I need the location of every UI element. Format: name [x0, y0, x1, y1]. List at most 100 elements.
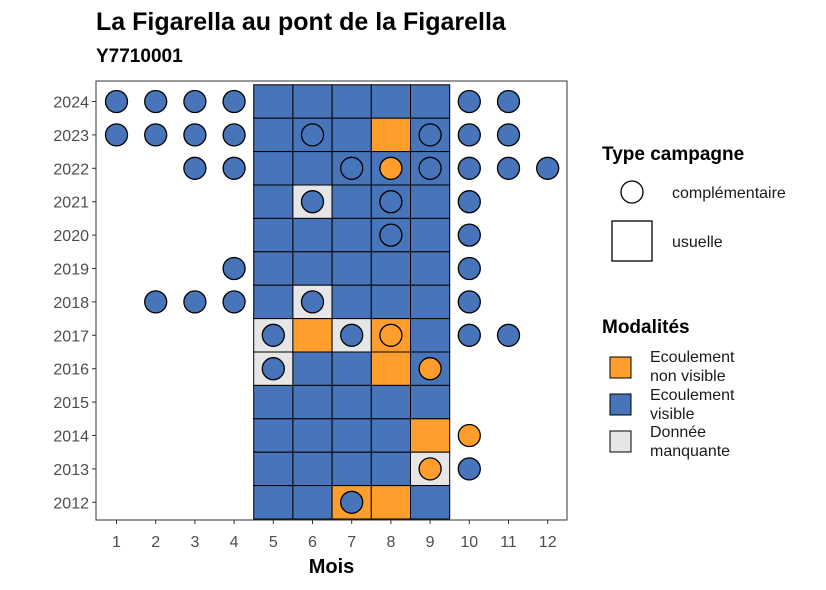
y-tick-label-2015: 2015 [53, 395, 89, 412]
y-tick-label-2012: 2012 [53, 495, 89, 512]
tile-usuelle-2018-7 [331, 284, 372, 320]
x-tick-label-1: 1 [112, 534, 121, 551]
point-complementaire-2014-10 [457, 423, 481, 448]
point-complementaire-2024-4 [222, 89, 246, 114]
point-complementaire-2016-5 [261, 357, 285, 381]
tile-usuelle-2019-8 [370, 251, 411, 286]
point-complementaire-2016-9 [418, 357, 442, 381]
tile-usuelle-2021-7 [331, 184, 372, 219]
tile-usuelle-2020-5 [253, 217, 294, 253]
tile-usuelle-2019-5 [253, 251, 294, 286]
point-complementaire-2023-6 [300, 123, 325, 147]
x-tick-label-2: 2 [151, 534, 160, 551]
legend-key-square [611, 220, 653, 262]
y-tick-label-2016: 2016 [53, 362, 89, 379]
point-complementaire-2019-4 [222, 256, 246, 281]
point-complementaire-2020-10 [457, 223, 481, 247]
point-complementaire-2018-2 [144, 290, 168, 314]
point-complementaire-2023-2 [144, 123, 168, 147]
point-complementaire-2022-3 [183, 156, 207, 180]
point-complementaire-2017-8 [379, 323, 403, 347]
point-complementaire-2012-7 [340, 490, 364, 514]
tile-usuelle-2018-5 [253, 284, 294, 320]
tile-usuelle-2023-8 [370, 117, 411, 153]
tile-usuelle-2015-9 [410, 384, 451, 420]
x-tick-label-7: 7 [347, 534, 356, 551]
point-complementaire-2024-10 [457, 89, 481, 114]
tile-usuelle-2017-6 [292, 318, 333, 353]
tile-usuelle-2012-6 [292, 485, 333, 520]
legend-label-complementaire: complémentaire [672, 185, 786, 202]
point-complementaire-2021-6 [300, 190, 325, 214]
point-complementaire-2017-5 [261, 323, 285, 347]
point-complementaire-2018-10 [457, 290, 481, 314]
tile-usuelle-2019-9 [410, 251, 451, 286]
plot-panel [95, 80, 568, 521]
x-tick-label-9: 9 [426, 534, 435, 551]
tile-usuelle-2013-5 [253, 451, 294, 487]
point-complementaire-2021-8 [379, 190, 403, 214]
legend-key-circle [620, 180, 644, 204]
x-axis-label: Mois [309, 556, 355, 578]
point-complementaire-2020-8 [379, 223, 403, 247]
tile-usuelle-2023-7 [331, 117, 372, 153]
point-complementaire-2023-4 [222, 123, 246, 147]
tile-usuelle-2024-7 [331, 84, 372, 119]
tile-usuelle-2024-8 [370, 84, 411, 119]
point-complementaire-2022-12 [536, 156, 560, 180]
tile-usuelle-2021-5 [253, 184, 294, 219]
point-complementaire-2024-3 [183, 89, 207, 114]
x-tick-label-3: 3 [190, 534, 199, 551]
tile-usuelle-2019-7 [331, 251, 372, 286]
tile-usuelle-2013-6 [292, 451, 333, 487]
tile-usuelle-2022-5 [253, 151, 294, 186]
legend-label-non-visible: Ecoulement non visible [650, 349, 735, 385]
tile-usuelle-2014-7 [331, 418, 372, 453]
point-complementaire-2017-10 [457, 323, 481, 347]
tile-usuelle-2014-8 [370, 418, 411, 453]
point-complementaire-2023-1 [104, 123, 129, 147]
tile-usuelle-2013-8 [370, 451, 411, 487]
tile-usuelle-2016-7 [331, 351, 372, 386]
tile-usuelle-2023-5 [253, 117, 294, 153]
tile-usuelle-2015-6 [292, 384, 333, 420]
y-tick-label-2021: 2021 [53, 195, 89, 212]
y-tick-label-2024: 2024 [53, 95, 89, 112]
tile-usuelle-2016-8 [370, 351, 411, 386]
point-complementaire-2024-2 [144, 89, 168, 114]
x-tick-label-10: 10 [460, 534, 478, 551]
tile-usuelle-2020-6 [292, 217, 333, 253]
point-complementaire-2022-11 [496, 156, 521, 180]
legend-type-title: Type campagne [602, 144, 745, 165]
point-complementaire-2022-9 [418, 156, 442, 180]
tile-usuelle-2019-6 [292, 251, 333, 286]
point-complementaire-2024-11 [496, 89, 521, 114]
tile-usuelle-2016-6 [292, 351, 333, 386]
point-complementaire-2023-9 [418, 123, 442, 147]
point-complementaire-2019-10 [457, 256, 481, 281]
tile-usuelle-2014-9 [410, 418, 451, 453]
y-tick-label-2022: 2022 [53, 161, 89, 178]
legend-modalites-title: Modalités [602, 317, 690, 338]
x-tick-label-12: 12 [539, 534, 557, 551]
x-tick-label-8: 8 [386, 534, 395, 551]
tile-usuelle-2015-8 [370, 384, 411, 420]
tile-usuelle-2012-5 [253, 485, 294, 520]
legend-key-visible [609, 393, 632, 416]
tile-usuelle-2020-9 [410, 217, 451, 253]
x-tick-label-11: 11 [500, 534, 517, 551]
legend-label-usuelle: usuelle [672, 234, 723, 251]
point-complementaire-2023-3 [183, 123, 207, 147]
point-complementaire-2022-8 [379, 156, 403, 180]
tile-usuelle-2024-6 [292, 84, 333, 119]
tile-usuelle-2021-9 [410, 184, 451, 219]
point-complementaire-2017-7 [340, 323, 364, 347]
tile-usuelle-2018-8 [370, 284, 411, 320]
point-complementaire-2022-4 [222, 156, 246, 180]
point-complementaire-2024-1 [104, 89, 129, 114]
y-tick-label-2013: 2013 [53, 462, 89, 479]
point-complementaire-2021-10 [457, 190, 481, 214]
point-complementaire-2022-7 [340, 156, 364, 180]
chart-subtitle: Y7710001 [96, 46, 183, 67]
